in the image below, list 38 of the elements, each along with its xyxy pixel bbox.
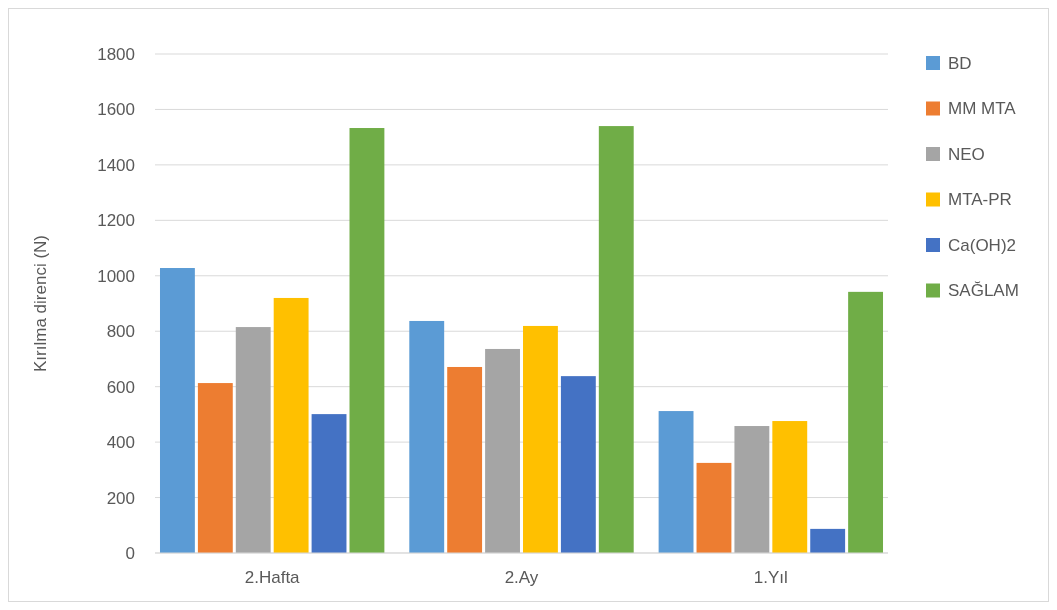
y-tick-label: 1200 <box>97 211 135 231</box>
y-tick-label: 400 <box>106 433 135 453</box>
y-tick-label: 800 <box>106 322 135 342</box>
legend-label: BD <box>948 53 972 73</box>
bar <box>349 128 385 553</box>
bar <box>810 528 846 553</box>
bar <box>772 421 808 553</box>
bar <box>409 320 445 553</box>
y-axis-title: Kırılma direnci (N) <box>31 235 50 372</box>
legend-label: NEO <box>948 144 985 164</box>
bar <box>311 414 347 553</box>
y-tick-label: 1000 <box>97 266 135 286</box>
bar <box>235 327 271 553</box>
bar <box>485 348 520 553</box>
y-tick-label: 0 <box>125 543 135 563</box>
bar <box>159 268 195 553</box>
legend-label: SAĞLAM <box>948 281 1019 301</box>
bar <box>523 325 558 553</box>
x-tick-label: 2.Ay <box>504 568 539 587</box>
y-tick-label: 1600 <box>97 100 135 120</box>
bar <box>273 297 309 553</box>
bar <box>696 462 732 553</box>
legend-label: Ca(OH)2 <box>948 235 1017 255</box>
y-tick-label: 600 <box>106 377 135 397</box>
legend-label: MTA-PR <box>948 190 1012 210</box>
y-tick-label: 1400 <box>97 155 135 175</box>
y-tick-label: 1800 <box>97 44 135 64</box>
x-tick-label: 2.Hafta <box>244 568 301 587</box>
bar <box>598 126 634 553</box>
bar <box>734 426 770 553</box>
y-tick-label: 200 <box>106 488 135 508</box>
bar <box>848 291 884 553</box>
legend-label: MM MTA <box>948 99 1017 119</box>
bar <box>447 366 483 553</box>
bar <box>197 383 233 553</box>
x-tick-label: 1.Yıl <box>753 568 788 587</box>
bar <box>658 411 694 553</box>
bar <box>560 376 596 553</box>
